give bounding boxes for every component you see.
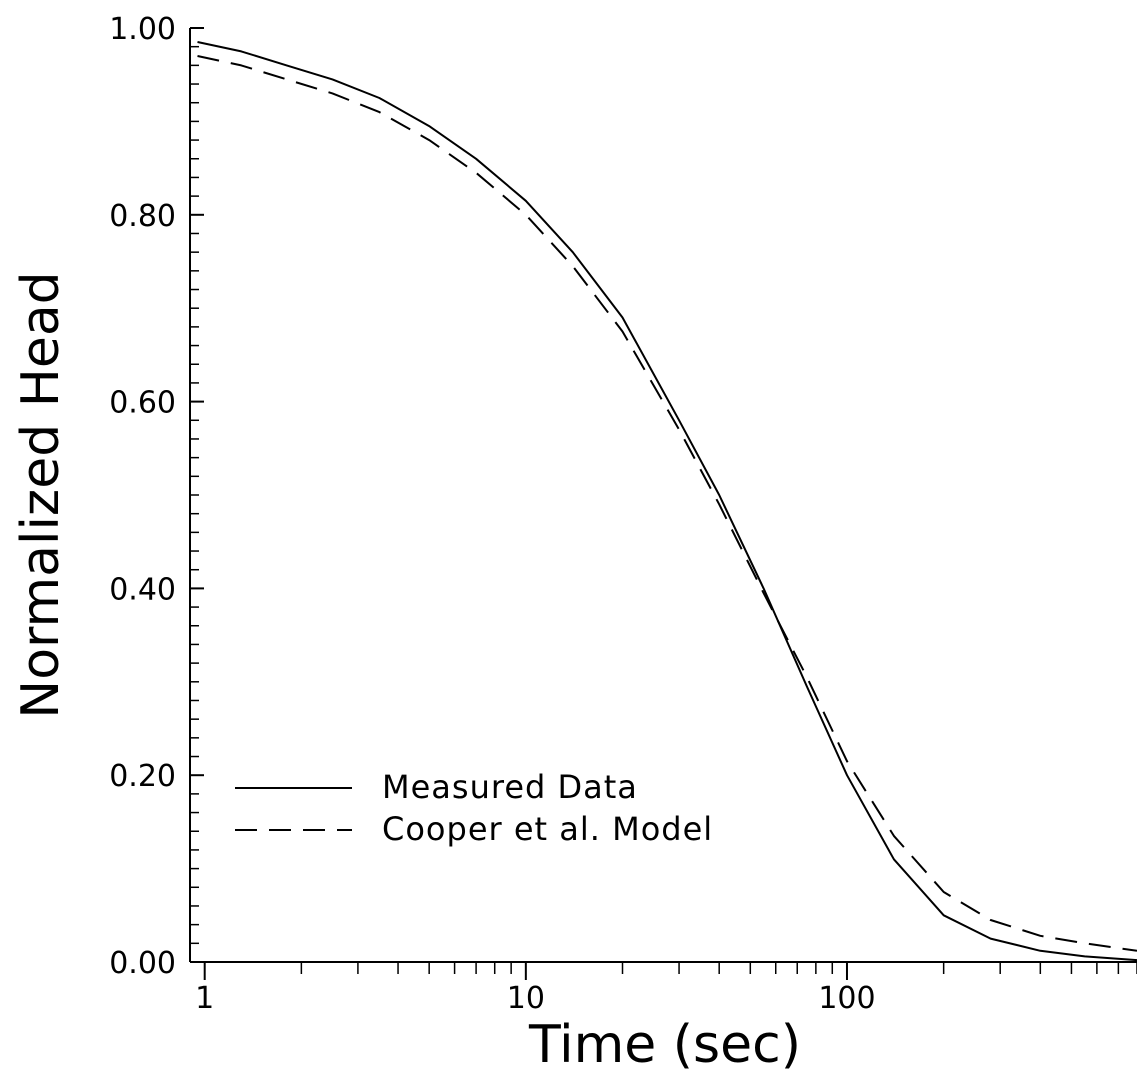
series-lines	[197, 41, 1137, 962]
legend-label-model: Cooper et al. Model	[382, 810, 713, 848]
y-tick-labels: 0.00 0.20 0.40 0.60 0.80 1.00	[109, 12, 176, 981]
legend-label-measured: Measured Data	[382, 768, 638, 806]
x-axis-title: Time (sec)	[528, 1015, 801, 1075]
x-tick-label: 1	[195, 981, 214, 1016]
y-tick-label: 1.00	[109, 12, 176, 47]
y-tick-label: 0.40	[109, 572, 176, 607]
x-tick-label: 10	[507, 981, 545, 1016]
x-tick-label: 100	[818, 981, 875, 1016]
x-ticks	[203, 962, 1137, 980]
y-tick-label: 0.80	[109, 199, 176, 234]
legend: Measured Data Cooper et al. Model	[235, 768, 713, 848]
y-tick-label: 0.20	[109, 759, 176, 794]
series-line-measured	[197, 41, 1137, 962]
y-tick-label: 0.60	[109, 386, 176, 421]
x-tick-labels: 1 10 100	[195, 981, 875, 1016]
series-line-model	[197, 55, 1137, 952]
y-axis-title: Normalized Head	[11, 271, 71, 718]
y-tick-label: 0.00	[109, 946, 176, 981]
y-ticks	[190, 27, 204, 963]
